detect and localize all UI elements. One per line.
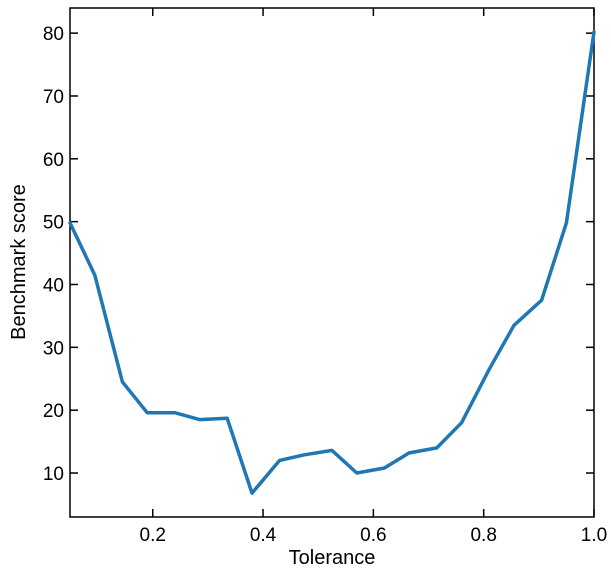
series-line [68,30,596,495]
x-axis: 0.2 0.4 0.6 0.8 1.0 [140,8,607,546]
plot-frame [69,7,595,518]
y-tick-label: 70 [43,87,64,108]
y-tick-label: 20 [43,401,64,422]
x-tick-label: 0.6 [360,525,386,546]
y-tick-label: 30 [43,338,64,359]
y-tick-label: 60 [43,150,64,171]
y-axis-label: Benchmark score [8,184,30,340]
y-tick-label: 50 [43,213,64,234]
x-tick-label: 0.4 [250,525,277,546]
y-axis: 10 20 30 40 50 60 70 80 [43,24,594,485]
y-tick-label: 40 [43,275,64,296]
x-axis-label: Tolerance [289,547,376,569]
x-tick-label: 0.2 [140,525,166,546]
x-tick-label: 1.0 [581,525,607,546]
x-tick-label: 0.8 [470,525,496,546]
y-tick-label: 10 [43,464,64,485]
y-tick-label: 80 [43,24,64,45]
